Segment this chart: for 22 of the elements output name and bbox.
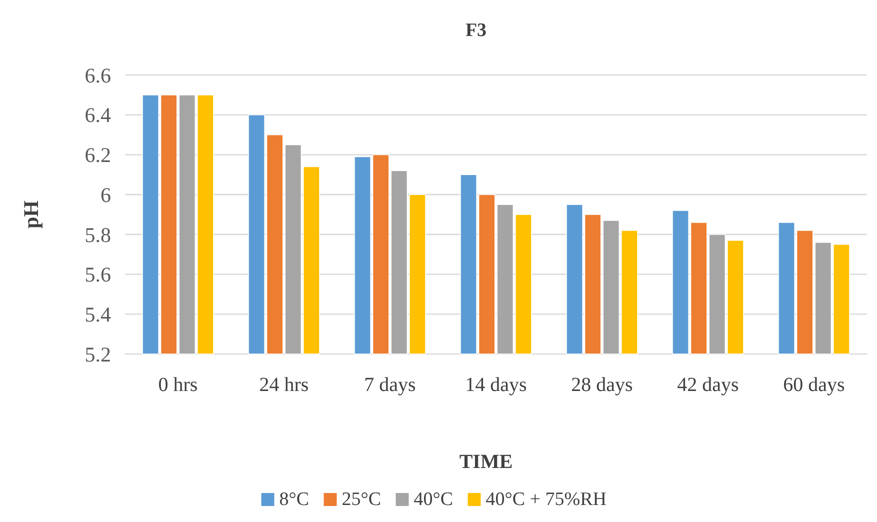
legend-label: 25°C: [342, 489, 382, 510]
x-tick-label: 28 days: [571, 374, 634, 396]
x-tick-label: 42 days: [677, 374, 740, 396]
y-tick-label: 6.6: [84, 63, 111, 88]
x-tick-label: 60 days: [783, 374, 846, 396]
y-tick-label: 6.4: [84, 103, 112, 128]
x-tick-label: 24 hrs: [259, 374, 309, 396]
legend-label: 40°C: [414, 489, 454, 510]
y-tick-label: 6: [100, 182, 111, 207]
legend-label: 40°C + 75%RH: [486, 489, 607, 510]
x-axis-title: TIME: [459, 451, 513, 473]
x-tick-label: 0 hrs: [158, 374, 198, 396]
y-axis-title: pH: [19, 200, 43, 229]
y-tick-label: 5.8: [84, 222, 111, 247]
y-tick-label: 5.2: [84, 342, 111, 366]
legend-label: 8°C: [279, 489, 310, 510]
y-tick-label: 6.2: [84, 143, 111, 168]
x-tick-label: 14 days: [465, 374, 528, 396]
y-tick-label: 5.6: [84, 262, 111, 287]
y-tick-label: 5.4: [84, 302, 112, 326]
x-tick-label: 7 days: [364, 374, 416, 396]
chart-title: F3: [465, 20, 487, 41]
